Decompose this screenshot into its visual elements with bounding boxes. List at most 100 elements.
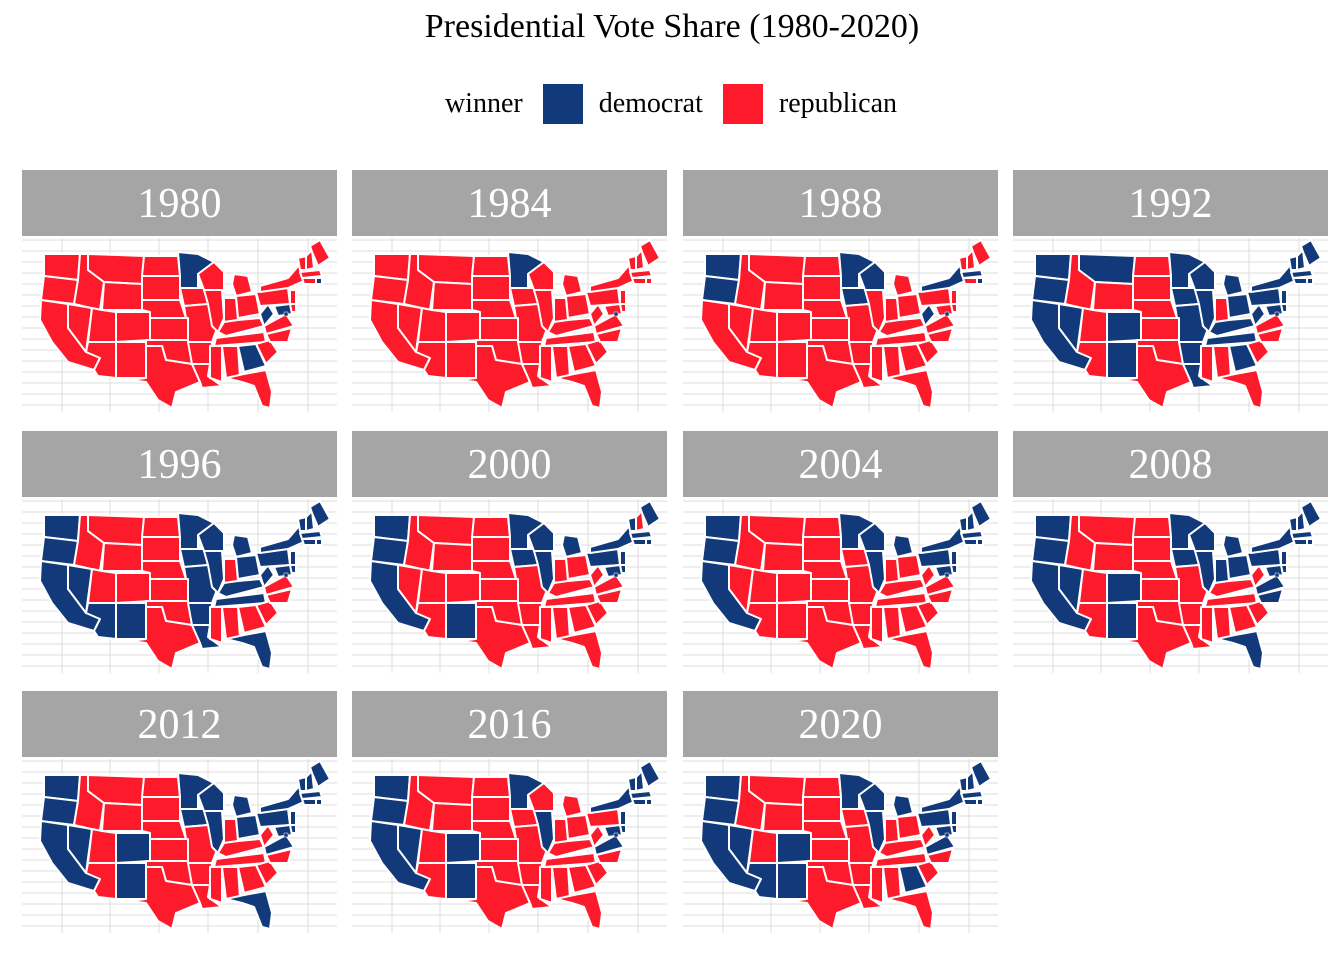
state-va	[593, 834, 625, 856]
state-oh	[565, 554, 591, 580]
state-nj	[1280, 550, 1288, 566]
map-panel-2012: 2012	[22, 691, 337, 933]
map-panel-2008: 2008	[1013, 431, 1328, 673]
state-wy	[762, 542, 804, 572]
state-nd	[802, 516, 842, 538]
state-al	[1212, 606, 1232, 640]
state-al	[551, 345, 571, 379]
state-fl	[886, 630, 934, 670]
state-nd	[471, 255, 511, 277]
state-me	[639, 760, 661, 788]
state-va	[263, 313, 295, 335]
state-ar	[187, 341, 213, 365]
state-al	[551, 606, 571, 640]
state-al	[221, 866, 241, 900]
state-sc	[916, 339, 940, 365]
state-vt	[958, 776, 968, 792]
state-sd	[1132, 536, 1172, 562]
state-tx	[790, 866, 862, 930]
state-mn	[838, 251, 876, 289]
choropleth-map	[683, 759, 998, 933]
state-ma	[629, 790, 653, 800]
state-mi	[561, 273, 583, 297]
legend-label-republican: republican	[778, 88, 898, 119]
state-nj	[950, 550, 958, 566]
state-co	[445, 832, 481, 864]
state-or	[40, 796, 79, 826]
state-ms	[209, 345, 223, 383]
state-or	[701, 536, 740, 566]
state-sd	[141, 536, 181, 562]
state-ct	[631, 277, 647, 285]
state-sd	[471, 536, 511, 562]
state-wy	[101, 281, 143, 311]
facet-strip-label: 2020	[683, 691, 998, 757]
state-wv	[259, 824, 275, 848]
state-nh	[966, 249, 976, 271]
state-dc	[283, 311, 289, 317]
state-me	[639, 239, 661, 267]
state-nh	[305, 249, 315, 271]
state-me	[309, 500, 331, 528]
state-nj	[1280, 289, 1288, 305]
state-ms	[539, 345, 553, 383]
state-ks	[1140, 317, 1180, 341]
state-wy	[762, 281, 804, 311]
state-vt	[297, 516, 307, 532]
state-ks	[810, 838, 850, 862]
state-vt	[627, 776, 637, 792]
state-oh	[896, 814, 922, 840]
state-ut	[1078, 307, 1108, 343]
state-al	[221, 345, 241, 379]
state-nd	[802, 776, 842, 798]
state-ct	[962, 798, 978, 806]
state-va	[1254, 574, 1286, 596]
state-mn	[177, 772, 215, 810]
state-wi	[1188, 261, 1216, 291]
state-or	[40, 275, 79, 305]
state-oh	[235, 814, 261, 840]
map-panel-1992: 1992	[1013, 170, 1328, 412]
chart-title: Presidential Vote Share (1980-2020)	[424, 8, 920, 45]
state-md	[934, 303, 954, 317]
state-me	[639, 500, 661, 528]
state-va	[924, 834, 956, 856]
state-ct	[301, 277, 317, 285]
states	[700, 760, 992, 930]
state-va	[593, 574, 625, 596]
map-panel-1988: 1988	[683, 170, 998, 412]
map-panel-2016: 2016	[352, 691, 667, 933]
state-ar	[1178, 602, 1204, 626]
state-nh	[966, 770, 976, 792]
state-nm	[115, 862, 147, 900]
facet-strip-label: 1996	[22, 431, 337, 497]
state-ma	[629, 530, 653, 540]
states	[39, 760, 331, 930]
choropleth-map	[22, 499, 337, 673]
state-ma	[1290, 530, 1314, 540]
state-dc	[283, 832, 289, 838]
state-sc	[916, 600, 940, 626]
state-ms	[870, 866, 884, 904]
state-ut	[417, 307, 447, 343]
state-tx	[459, 345, 531, 409]
state-sc	[585, 860, 609, 886]
state-ct	[1292, 538, 1308, 546]
state-tx	[129, 345, 201, 409]
state-mn	[838, 772, 876, 810]
state-tx	[790, 606, 862, 670]
facet-strip-label: 2016	[352, 691, 667, 757]
state-ms	[209, 866, 223, 904]
state-wv	[920, 824, 936, 848]
state-dc	[944, 572, 950, 578]
state-mi	[231, 273, 253, 297]
state-wy	[431, 281, 473, 311]
state-mn	[177, 512, 215, 550]
state-oh	[896, 554, 922, 580]
state-nm	[1106, 602, 1138, 640]
state-ks	[810, 317, 850, 341]
state-nm	[445, 602, 477, 640]
state-al	[882, 866, 902, 900]
state-vt	[297, 255, 307, 271]
state-nh	[305, 770, 315, 792]
